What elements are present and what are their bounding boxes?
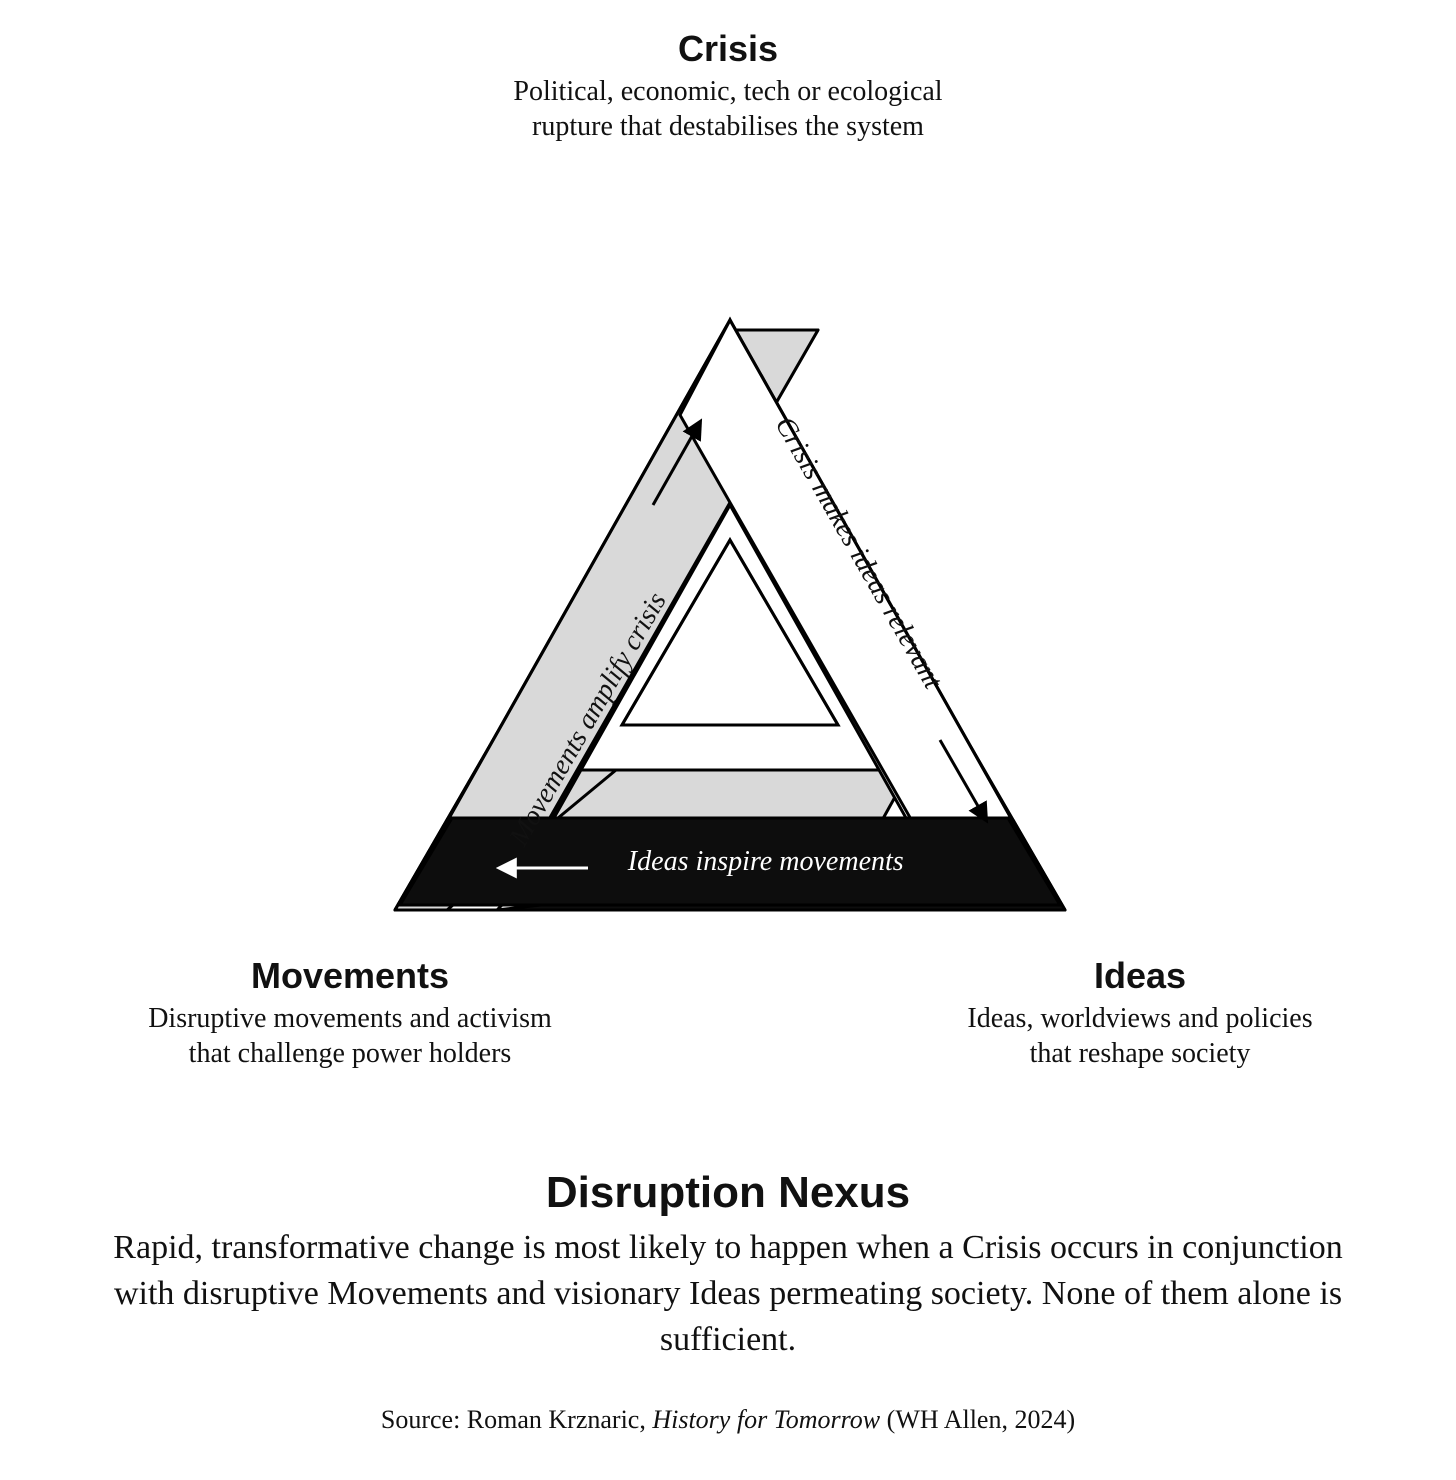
diagram-page: Movements amplify crisis Crisis makes id… [0, 0, 1456, 1480]
vertex-ideas-title: Ideas [960, 955, 1320, 997]
triangle-clean [400, 320, 1060, 905]
edge-label-bottom: Ideas inspire movements [627, 846, 904, 877]
vertex-movements: Movements Disruptive movements and activ… [130, 955, 570, 1071]
vertex-movements-desc: Disruptive movements and activism that c… [130, 1001, 570, 1071]
vertex-movements-title: Movements [130, 955, 570, 997]
vertex-crisis-title: Crisis [478, 28, 978, 70]
vertex-ideas-desc: Ideas, worldviews and policies that resh… [960, 1001, 1320, 1071]
source-line: Source: Roman Krznaric, History for Tomo… [0, 1405, 1456, 1435]
main-description: Rapid, transformative change is most lik… [80, 1225, 1376, 1363]
vertex-crisis-desc: Political, economic, tech or ecological … [478, 74, 978, 144]
vertex-ideas: Ideas Ideas, worldviews and policies tha… [960, 955, 1320, 1071]
source-suffix: (WH Allen, 2024) [880, 1405, 1075, 1434]
source-prefix: Source: Roman Krznaric, [381, 1405, 652, 1434]
main-title: Disruption Nexus [0, 1168, 1456, 1218]
vertex-crisis: Crisis Political, economic, tech or ecol… [478, 28, 978, 144]
source-italic: History for Tomorrow [652, 1405, 880, 1434]
